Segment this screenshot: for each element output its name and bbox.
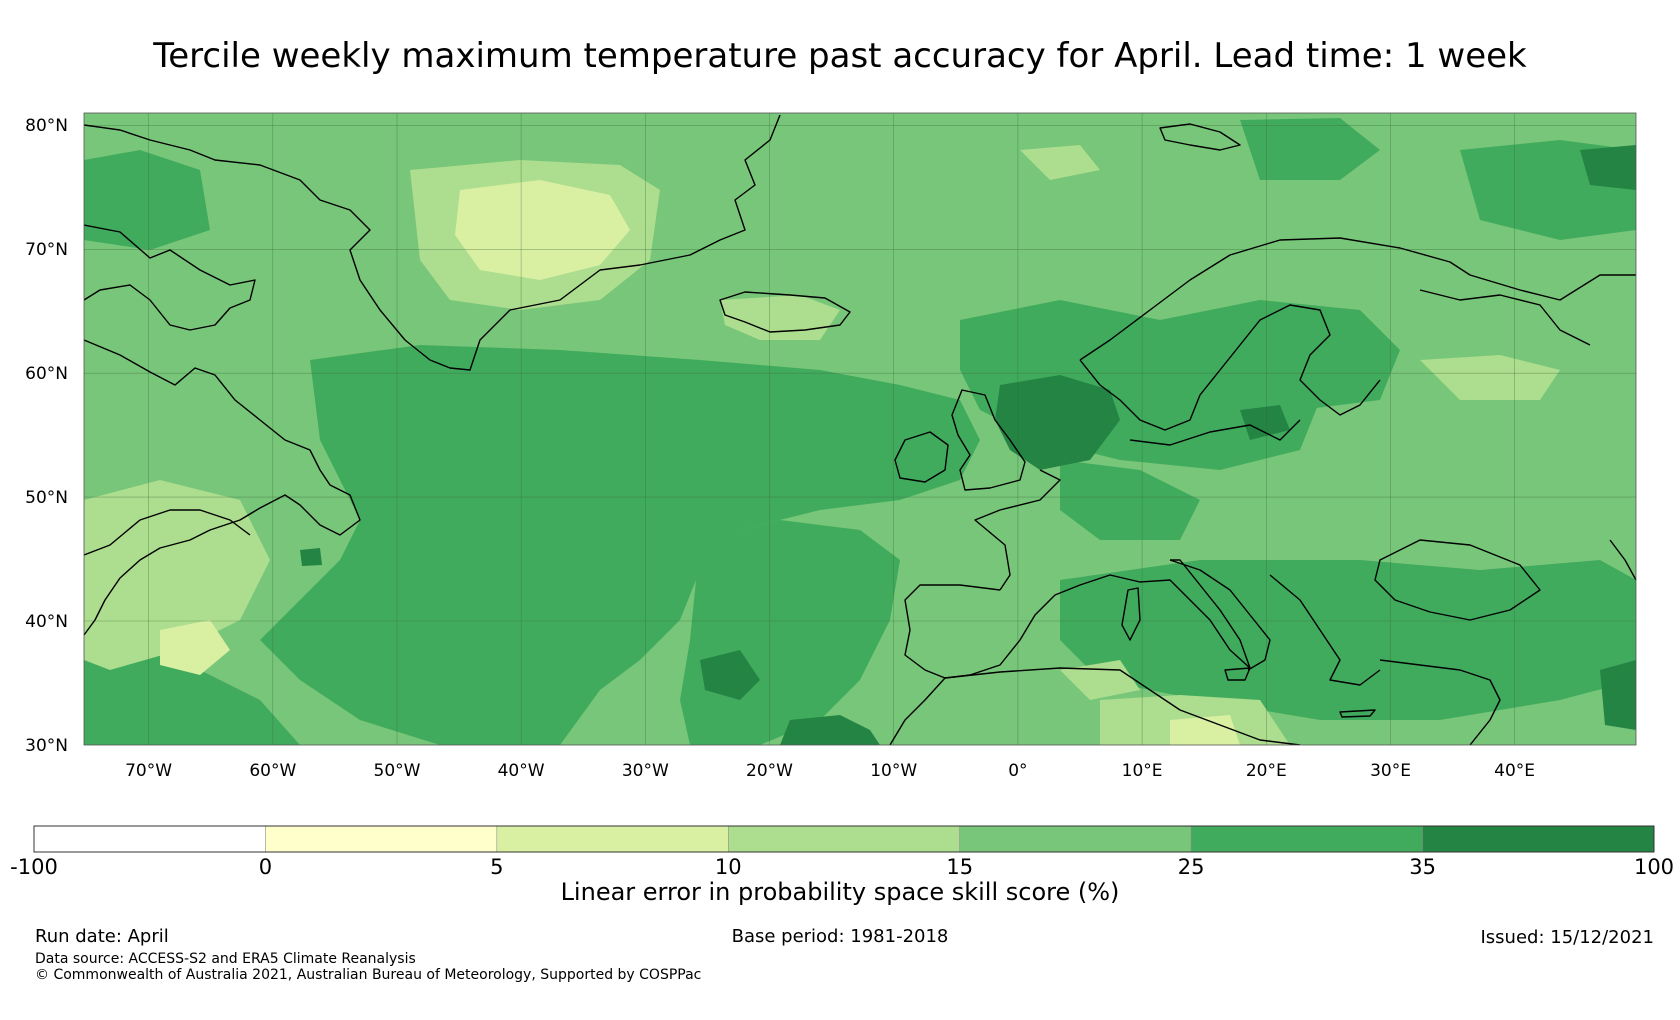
coastline-russia-arctic <box>1419 289 1591 346</box>
colorbar-segment <box>496 825 729 853</box>
colorbar-segment <box>1422 825 1655 853</box>
colorbar-tick-label: 0 <box>259 855 272 879</box>
lon-label-20e: 20°E <box>1246 761 1287 781</box>
map-panel: 80°N 70°N 60°N 50°N 40°N 30°N 70°W 60°W … <box>25 112 1637 781</box>
lon-label-20w: 20°W <box>746 761 793 781</box>
colorbar-tick-label: 5 <box>490 855 503 879</box>
coastline-balkans <box>1269 574 1381 686</box>
lon-label-30w: 30°W <box>622 761 669 781</box>
colorbar: -100 0 5 10 15 25 35 100 <box>10 825 1674 879</box>
colorbar-tick-label: 10 <box>715 855 742 879</box>
coastline-crete <box>1339 709 1376 718</box>
lon-label-40w: 40°W <box>498 761 545 781</box>
colorbar-segment <box>265 825 498 853</box>
colorbar-frame <box>33 825 1655 853</box>
coastline-sicily <box>1224 667 1251 681</box>
colorbar-labels: -100 0 5 10 15 25 35 100 <box>10 855 1674 879</box>
coastlines <box>84 114 1636 745</box>
colorbar-title: Linear error in probability space skill … <box>560 878 1120 906</box>
lon-label-60w: 60°W <box>249 761 296 781</box>
skill-zone-5-10 <box>160 180 1240 745</box>
colorbar-tick-label: -100 <box>10 855 58 879</box>
colorbar-segment <box>1190 825 1423 853</box>
coastline-iberia <box>904 584 1056 679</box>
lat-axis: 80°N 70°N 60°N 50°N 40°N 30°N <box>25 116 68 756</box>
map-svg: 80°N 70°N 60°N 50°N 40°N 30°N 70°W 60°W … <box>25 112 1637 781</box>
coastline-baffin <box>84 224 256 331</box>
lon-label-10e: 10°E <box>1122 761 1163 781</box>
colorbar-segments <box>33 825 1655 853</box>
lat-label-50: 50°N <box>25 488 68 508</box>
lat-label-60: 60°N <box>25 364 68 384</box>
colorbar-segment <box>959 825 1192 853</box>
lon-label-50w: 50°W <box>374 761 421 781</box>
lon-label-30e: 30°E <box>1370 761 1411 781</box>
colorbar-tick-label: 100 <box>1634 855 1674 879</box>
colorbar-segment <box>33 825 266 853</box>
coastline-iceland <box>719 291 851 333</box>
coastline-france <box>974 469 1061 591</box>
coastline-italy <box>1169 559 1271 671</box>
colorbar-tick-label: 25 <box>1178 855 1205 879</box>
lat-label-30: 30°N <box>25 736 68 756</box>
coastline-morocco-atlantic <box>889 677 946 745</box>
coastline-labrador <box>84 339 361 636</box>
colorbar-tick-label: 35 <box>1409 855 1436 879</box>
lon-axis: 70°W 60°W 50°W 40°W 30°W 20°W 10°W 0° 10… <box>125 761 1535 781</box>
coastline-norway <box>1079 237 1636 361</box>
coastline-greenland <box>84 114 781 371</box>
coastline-baltic <box>1129 419 1301 446</box>
graticule <box>84 113 1636 745</box>
run-date: Run date: April <box>35 926 169 947</box>
colorbar-tick-label: 15 <box>946 855 973 879</box>
coastline-svalbard <box>1159 123 1241 151</box>
colorbar-segment <box>728 825 960 853</box>
lon-label-0: 0° <box>1008 761 1027 781</box>
coastline-med-north <box>1054 559 1251 669</box>
map-frame <box>83 112 1637 746</box>
coastline-sweden-finland <box>1079 304 1381 431</box>
coastline-black-sea <box>1374 539 1541 621</box>
coastline-turkey <box>1379 659 1501 745</box>
coastline-great-britain <box>951 389 1026 491</box>
lat-label-80: 80°N <box>25 116 68 136</box>
coastline-caspian <box>1609 539 1636 581</box>
copyright: © Commonwealth of Australia 2021, Austra… <box>35 967 702 983</box>
lon-label-70w: 70°W <box>125 761 172 781</box>
coastline-north-africa <box>944 667 1301 745</box>
coastline-gulf-st-lawrence <box>84 509 251 556</box>
lat-label-40: 40°N <box>25 612 68 632</box>
coastline-sardinia-corsica <box>1121 587 1141 641</box>
lon-label-10w: 10°W <box>870 761 917 781</box>
issued-date: Issued: 15/12/2021 <box>1480 927 1654 948</box>
skill-zone-35-100 <box>300 145 1636 745</box>
data-source: Data source: ACCESS-S2 and ERA5 Climate … <box>35 951 416 967</box>
map-title: Tercile weekly maximum temperature past … <box>153 36 1527 76</box>
lat-label-70: 70°N <box>25 240 68 260</box>
base-period: Base period: 1981-2018 <box>731 926 949 947</box>
coastline-ireland <box>894 431 949 483</box>
lon-label-40e: 40°E <box>1494 761 1535 781</box>
